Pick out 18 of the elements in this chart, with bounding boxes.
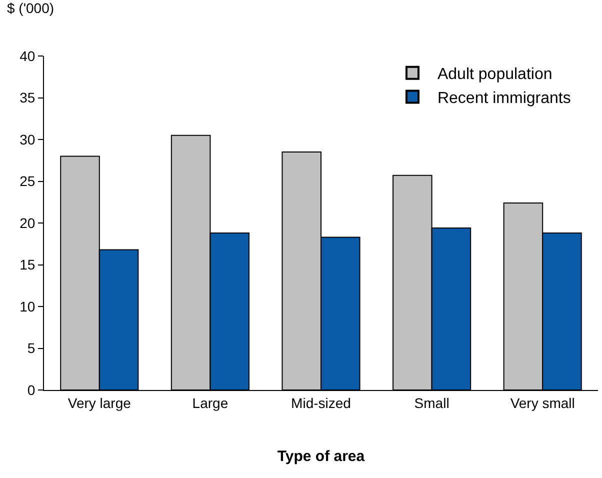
y-tick-label: 0 — [27, 382, 36, 398]
y-tick-label: 30 — [20, 131, 36, 148]
x-tick-label: Mid-sized — [291, 394, 351, 411]
y-tick-label: 15 — [20, 256, 36, 273]
y-tick-label: 20 — [20, 214, 36, 231]
legend-label: Adult population — [437, 66, 552, 84]
x-tick-label: Very small — [510, 394, 575, 411]
legend-label: Recent immigrants — [437, 90, 571, 107]
y-tick-label: 5 — [27, 340, 36, 356]
y-axis-title: $ ('000) — [7, 0, 54, 16]
y-tick-label: 10 — [20, 298, 36, 314]
y-tick-label: 40 — [20, 48, 36, 64]
y-tick-label: 25 — [20, 173, 36, 190]
x-tick-label: Large — [192, 394, 228, 411]
y-tick-label: 35 — [20, 90, 36, 106]
x-tick-label: Small — [414, 394, 450, 411]
x-axis-title: Type of area — [277, 448, 366, 465]
x-tick-label: Very large — [68, 394, 132, 411]
